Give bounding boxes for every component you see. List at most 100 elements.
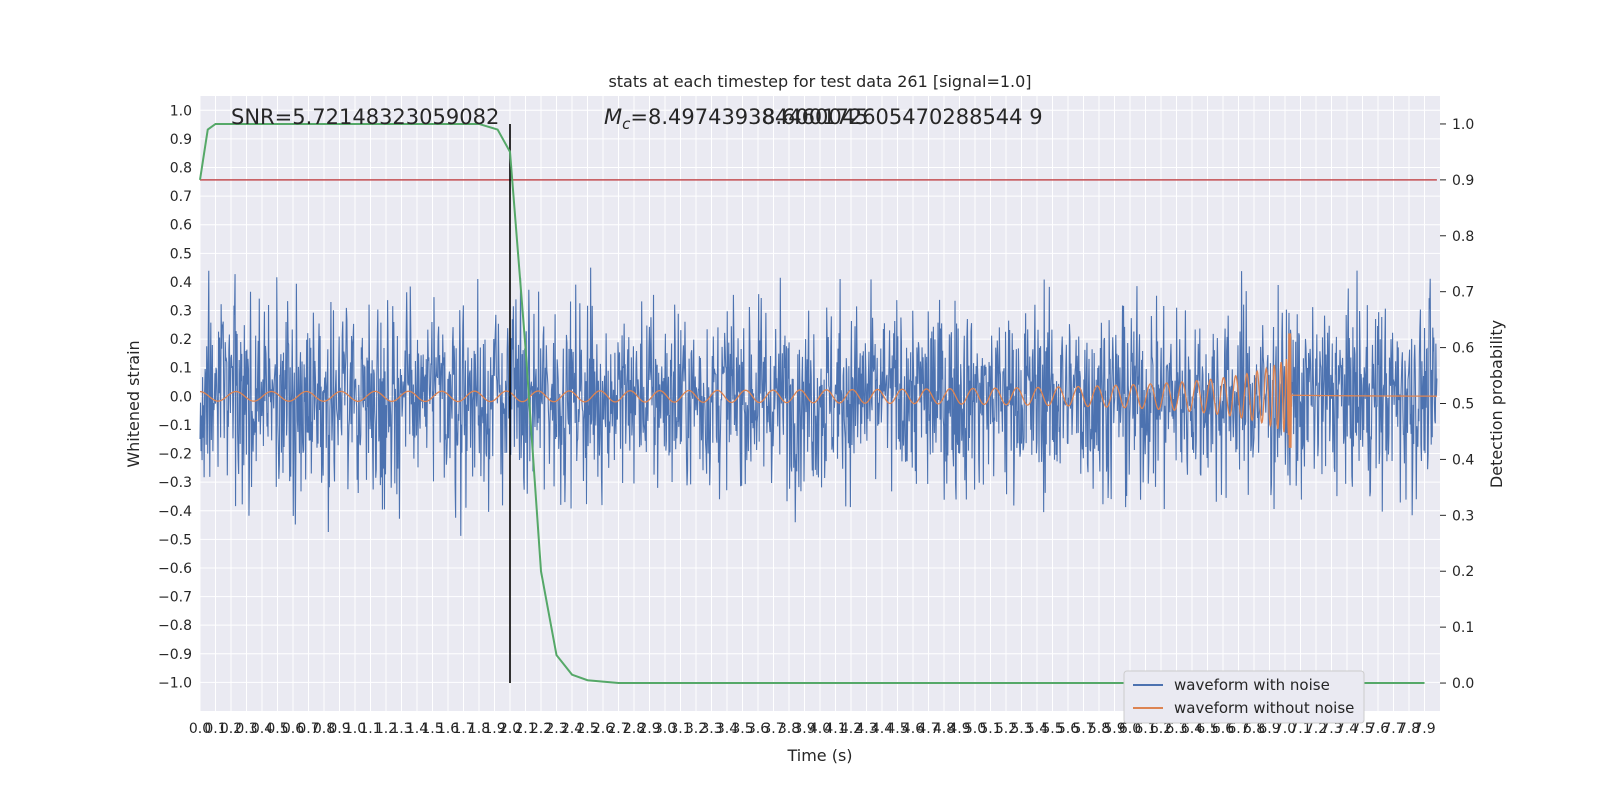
x-tick-label: 5.8 — [1088, 721, 1110, 737]
x-tick-label: 5.7 — [1072, 721, 1094, 737]
x-tick-label: 5.1 — [979, 721, 1001, 737]
x-tick-label: 3.3 — [700, 721, 722, 737]
chirp-mass-symbol: M — [604, 105, 622, 129]
y2-tick-label: 1.0 — [1452, 117, 1474, 133]
x-tick-label: 0.4 — [251, 721, 273, 737]
x-tick-label: 5.6 — [1057, 721, 1079, 737]
x-tick-label: 3.5 — [731, 721, 753, 737]
y-axis-label: Whitened strain — [124, 340, 143, 467]
y-tick-label: 0.1 — [170, 361, 192, 377]
x-tick-label: 6.8 — [1243, 721, 1265, 737]
chirp-series — [199, 333, 1437, 448]
y2-axis-label: Detection probability — [1487, 320, 1506, 488]
y-tick-label: 0.3 — [170, 304, 192, 320]
x-tick-label: 7.2 — [1305, 721, 1327, 737]
x-tick-label: 7.0 — [1274, 721, 1296, 737]
chirp-mass-value: =8.497439384460045 — [630, 105, 868, 129]
chirp-mass-overlap: 8.600172605470288544 9 — [762, 105, 1043, 129]
x-tick-label: 4.5 — [886, 721, 908, 737]
x-tick-label: 2.8 — [623, 721, 645, 737]
x-tick-label: 2.3 — [545, 721, 567, 737]
x-tick-label: 0.6 — [282, 721, 304, 737]
y-tick-label: 0.6 — [170, 218, 192, 234]
y-tick-label: 0.2 — [170, 332, 192, 348]
x-tick-label: 4.0 — [809, 721, 831, 737]
y-tick-label: −1.0 — [158, 675, 192, 691]
x-tick-label: 0.5 — [266, 721, 288, 737]
x-tick-label: 4.8 — [933, 721, 955, 737]
x-tick-label: 3.2 — [685, 721, 707, 737]
x-tick-label: 2.9 — [638, 721, 660, 737]
x-tick-label: 7.1 — [1289, 721, 1311, 737]
snr-annotation: SNR=5.72148323059082 — [231, 105, 499, 129]
x-tick-label: 5.3 — [1010, 721, 1032, 737]
x-tick-label: 3.8 — [778, 721, 800, 737]
y-tick-label: 0.7 — [170, 189, 192, 205]
y-tick-label: −0.1 — [158, 418, 192, 434]
x-tick-label: 2.2 — [530, 721, 552, 737]
noise-series — [199, 267, 1438, 536]
y2-tick-label: 0.3 — [1452, 508, 1474, 524]
x-tick-label: 0.9 — [328, 721, 350, 737]
x-tick-label: 5.4 — [1026, 721, 1048, 737]
x-tick-label: 1.9 — [483, 721, 505, 737]
x-tick-label: 0.0 — [189, 721, 211, 737]
y-tick-label: −0.4 — [158, 504, 192, 520]
x-tick-label: 7.6 — [1367, 721, 1389, 737]
x-axis-label: Time (s) — [786, 746, 852, 765]
legend-box — [1123, 670, 1365, 724]
legend-label-noise: waveform with noise — [1174, 676, 1330, 694]
x-tick-label: 5.0 — [964, 721, 986, 737]
legend-label-chirp: waveform without noise — [1174, 699, 1354, 717]
x-tick-label: 1.1 — [359, 721, 381, 737]
x-tick-label: 4.4 — [871, 721, 893, 737]
y2-tick-label: 0.4 — [1452, 452, 1474, 468]
y-tick-label: 0.0 — [170, 389, 192, 405]
x-tick-label: 7.4 — [1336, 721, 1358, 737]
x-tick-label: 6.2 — [1150, 721, 1172, 737]
detection-probability-line — [199, 122, 1425, 685]
x-tick-label: 7.5 — [1351, 721, 1373, 737]
x-tick-label: 0.8 — [313, 721, 335, 737]
y2-tick-label: 0.1 — [1452, 620, 1474, 636]
ticks: 0.00.10.20.30.40.50.60.70.80.91.01.11.21… — [158, 103, 1474, 737]
y-tick-label: 0.5 — [170, 246, 192, 262]
x-tick-label: 2.5 — [576, 721, 598, 737]
x-tick-label: 7.3 — [1320, 721, 1342, 737]
x-tick-label: 6.1 — [1134, 721, 1156, 737]
x-tick-label: 1.5 — [421, 721, 443, 737]
x-tick-label: 0.3 — [235, 721, 257, 737]
x-tick-label: 7.8 — [1398, 721, 1420, 737]
x-tick-label: 2.1 — [514, 721, 536, 737]
chirp-waveform-line — [199, 333, 1437, 448]
overlay — [199, 122, 1437, 685]
x-tick-label: 2.6 — [592, 721, 614, 737]
x-tick-label: 2.4 — [561, 721, 583, 737]
x-tick-label: 1.2 — [375, 721, 397, 737]
x-tick-label: 4.2 — [840, 721, 862, 737]
x-tick-label: 1.6 — [437, 721, 459, 737]
x-tick-label: 0.7 — [297, 721, 319, 737]
x-tick-label: 4.6 — [902, 721, 924, 737]
y-tick-label: −0.9 — [158, 647, 192, 663]
y-tick-label: 0.9 — [170, 132, 192, 148]
x-tick-label: 0.1 — [204, 721, 226, 737]
x-tick-label: 6.9 — [1258, 721, 1280, 737]
chirp-mass-subscript: c — [622, 115, 631, 133]
x-tick-label: 0.2 — [220, 721, 242, 737]
x-tick-label: 4.9 — [948, 721, 970, 737]
x-tick-label: 3.0 — [654, 721, 676, 737]
x-tick-label: 5.9 — [1103, 721, 1125, 737]
y2-tick-label: 0.2 — [1452, 564, 1474, 580]
y-tick-label: 0.8 — [170, 161, 192, 177]
x-tick-label: 3.9 — [793, 721, 815, 737]
x-tick-label: 2.7 — [607, 721, 629, 737]
y2-tick-label: 0.0 — [1452, 676, 1474, 692]
y2-tick-label: 0.8 — [1452, 229, 1474, 245]
y2-tick-label: 0.9 — [1452, 173, 1474, 189]
y2-tick-label: 0.5 — [1452, 397, 1474, 413]
x-tick-label: 4.1 — [824, 721, 846, 737]
x-tick-label: 7.7 — [1382, 721, 1404, 737]
y-tick-label: 1.0 — [170, 103, 192, 119]
